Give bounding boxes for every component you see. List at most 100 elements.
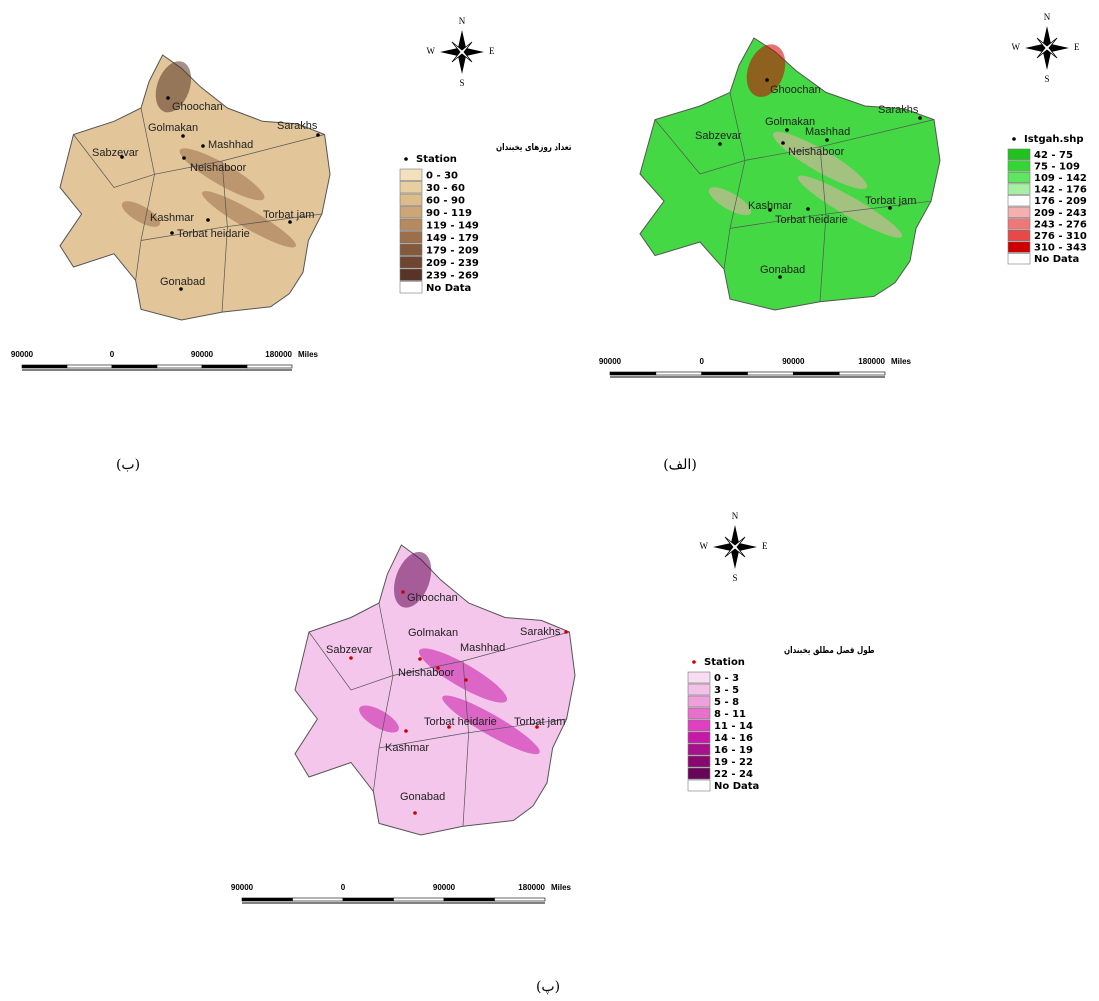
scale-segment xyxy=(21,364,68,369)
legend-swatch xyxy=(1007,218,1031,230)
station-dot xyxy=(413,811,417,815)
scale-segment xyxy=(655,371,702,376)
station-dot xyxy=(349,656,353,660)
county-border xyxy=(729,200,932,229)
legend-label: No Data xyxy=(714,781,759,792)
county-border xyxy=(723,92,746,270)
station-dot xyxy=(785,128,789,132)
station-dot xyxy=(768,208,772,212)
station-dot xyxy=(404,729,408,733)
scale-label: 90000 xyxy=(231,883,254,892)
legend-label: 5 - 8 xyxy=(714,697,739,708)
station-label: Sarakhs xyxy=(277,120,318,132)
legend-swatch xyxy=(687,779,711,792)
compass-e: E xyxy=(1074,42,1080,52)
station-dot xyxy=(778,275,782,279)
legend-swatch xyxy=(399,243,423,256)
county-border xyxy=(135,107,155,281)
scale-label: 90000 xyxy=(11,350,34,359)
station-dot xyxy=(179,287,183,291)
county-border xyxy=(819,146,827,302)
legend-label: 75 - 109 xyxy=(1034,161,1080,172)
county-border xyxy=(308,631,394,691)
station-label: Golmakan xyxy=(765,116,815,128)
station-dot xyxy=(781,141,785,145)
legend-label: 0 - 30 xyxy=(426,170,458,181)
legend-swatch xyxy=(399,206,423,219)
legend-swatch xyxy=(1007,229,1031,242)
station-dot xyxy=(464,678,468,682)
compass-s: S xyxy=(1044,74,1049,84)
compass-star xyxy=(724,536,746,558)
legend-label: 119 - 149 xyxy=(426,220,479,231)
scale-unit: Miles xyxy=(891,357,912,366)
legend-title: تعداد روزهای یخبندان xyxy=(496,141,571,153)
station-dot xyxy=(316,133,320,137)
station-label: Ghoochan xyxy=(172,101,223,113)
legend-label: 14 - 16 xyxy=(714,733,753,744)
station-dot xyxy=(535,725,539,729)
station-dot xyxy=(765,78,769,82)
elevation-zone xyxy=(418,648,508,703)
legend-label: 142 - 176 xyxy=(1034,185,1087,196)
legend-label: 30 - 60 xyxy=(426,183,465,194)
legend-swatch xyxy=(1007,206,1031,218)
station-label: Sarakhs xyxy=(520,626,561,638)
legend-label: No Data xyxy=(426,283,471,294)
scale-segment xyxy=(838,371,886,376)
station-label: Mashhad xyxy=(805,126,850,138)
station-label: Neishaboor xyxy=(398,667,455,679)
compass-s: S xyxy=(732,573,737,583)
elevation-zone xyxy=(746,44,786,97)
legend-swatch xyxy=(687,719,711,732)
panel-caption: (پ) xyxy=(536,979,560,995)
station-dot xyxy=(181,134,185,138)
station-label: Ghoochan xyxy=(770,84,821,96)
scale-segment xyxy=(156,364,203,369)
legend-label: 19 - 22 xyxy=(714,757,753,768)
elevation-zone xyxy=(155,61,192,113)
legend-label: 276 - 310 xyxy=(1034,231,1087,242)
map-panel: Ghoochan Golmakan Mashhad Sarakhs Sabzevar Ne… xyxy=(11,16,572,473)
legend-label: 149 - 179 xyxy=(426,233,479,244)
scale-label: 90000 xyxy=(599,357,622,366)
station-label: Torbat heidarie xyxy=(775,214,848,226)
station-label: Neishaboor xyxy=(190,162,247,174)
legend-swatch xyxy=(399,218,423,231)
legend-swatch xyxy=(687,695,711,708)
legend-swatch xyxy=(687,707,711,720)
station-dot xyxy=(918,116,922,120)
scale-label: 90000 xyxy=(191,350,214,359)
scale-segment xyxy=(246,364,293,369)
legend-label: 8 - 11 xyxy=(714,709,746,720)
legend-label: 42 - 75 xyxy=(1034,150,1073,161)
station-label: Golmakan xyxy=(148,122,198,134)
scale-label: 180000 xyxy=(265,350,292,359)
station-dot xyxy=(436,666,440,670)
legend-label: 22 - 24 xyxy=(714,769,753,780)
county-border xyxy=(373,602,394,792)
legend-label: 11 - 14 xyxy=(714,721,753,732)
station-label: Mashhad xyxy=(460,642,505,654)
station-label: Sabzevar xyxy=(92,147,139,159)
station-label: Torbat jam xyxy=(865,195,916,207)
station-dot xyxy=(201,144,205,148)
station-dot xyxy=(401,590,405,594)
county-border xyxy=(462,660,469,827)
station-label: Torbat heidarie xyxy=(177,228,250,240)
county-border xyxy=(73,134,155,188)
legend-label: 209 - 243 xyxy=(1034,208,1087,219)
legend-swatch xyxy=(1007,171,1031,184)
station-dot xyxy=(447,725,451,729)
station-label: Gonabad xyxy=(160,276,205,288)
county-border xyxy=(378,718,567,749)
legend-swatch xyxy=(399,168,423,181)
legend-label: 176 - 209 xyxy=(1034,196,1087,207)
compass-star xyxy=(451,41,473,63)
station-label: Neishaboor xyxy=(788,146,845,158)
scale-segment xyxy=(494,897,546,902)
legend-label: 179 - 209 xyxy=(426,245,479,256)
legend-point xyxy=(1012,137,1016,141)
